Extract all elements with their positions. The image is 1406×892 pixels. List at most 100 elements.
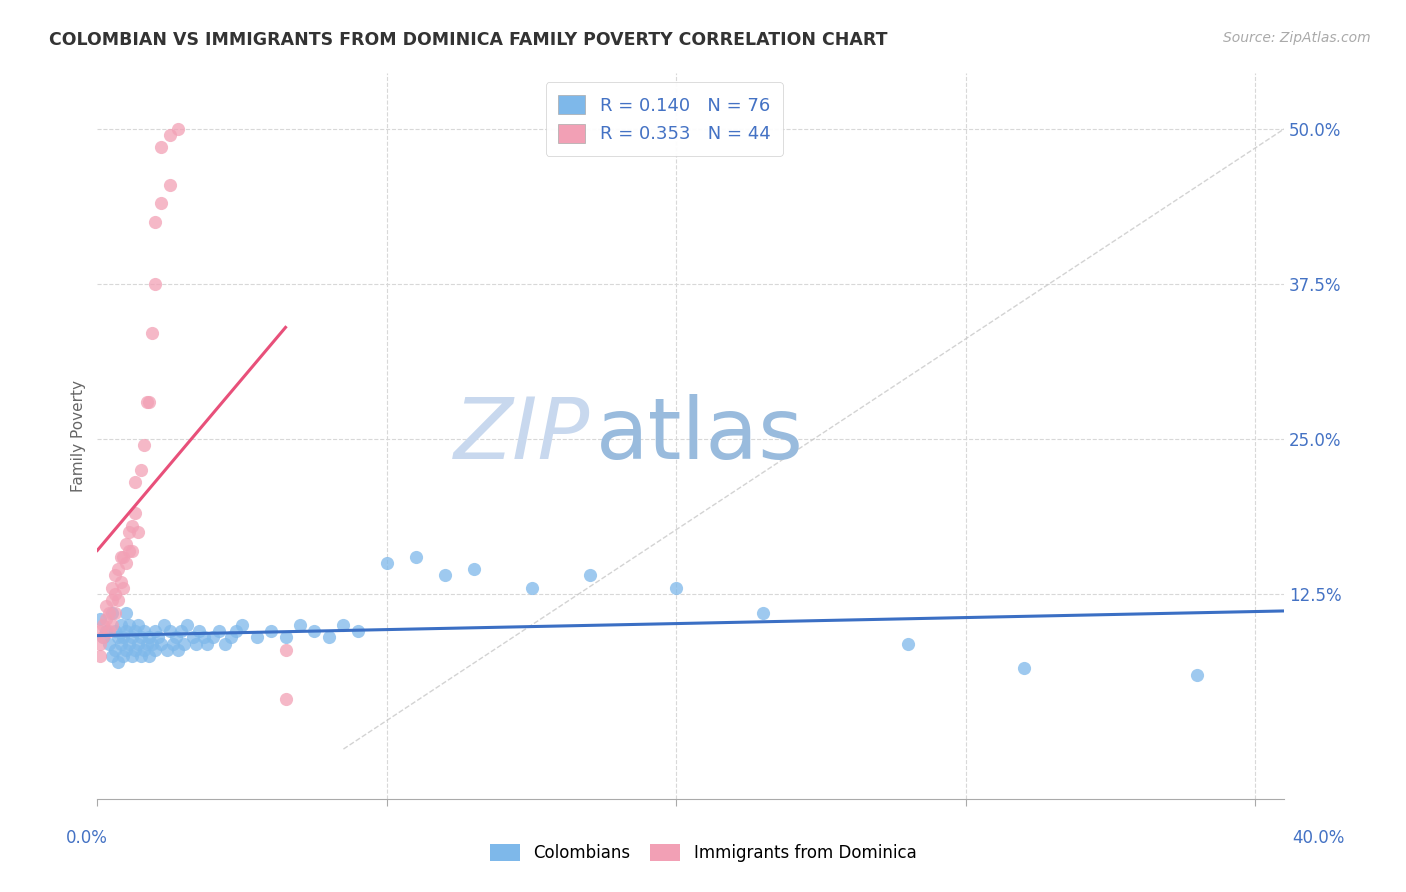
Text: COLOMBIAN VS IMMIGRANTS FROM DOMINICA FAMILY POVERTY CORRELATION CHART: COLOMBIAN VS IMMIGRANTS FROM DOMINICA FA… [49, 31, 887, 49]
Point [115, 643, 138, 657]
Point [89, 624, 111, 639]
Point [121, 631, 143, 645]
Point [318, 631, 340, 645]
Point [97, 637, 120, 651]
Point [101, 593, 124, 607]
Text: Source: ZipAtlas.com: Source: ZipAtlas.com [1223, 31, 1371, 45]
Point [176, 618, 198, 632]
Point [260, 624, 283, 639]
Point [463, 562, 485, 576]
Point [208, 624, 231, 639]
Point [181, 631, 204, 645]
Point [162, 637, 184, 651]
Point [107, 655, 129, 669]
Point [91, 618, 114, 632]
Point [150, 140, 173, 154]
Point [347, 624, 370, 639]
Text: 0.0%: 0.0% [66, 829, 108, 847]
Point [245, 631, 267, 645]
Point [104, 643, 127, 657]
Point [138, 648, 160, 663]
Point [143, 643, 166, 657]
Point [167, 643, 190, 657]
Point [124, 643, 146, 657]
Legend: Colombians, Immigrants from Dominica: Colombians, Immigrants from Dominica [481, 836, 925, 871]
Point [135, 637, 157, 651]
Point [89, 637, 111, 651]
Point [274, 643, 297, 657]
Point [118, 524, 141, 539]
Point [127, 618, 149, 632]
Point [104, 568, 127, 582]
Point [101, 581, 124, 595]
Point [132, 438, 155, 452]
Point [332, 618, 354, 632]
Point [91, 631, 114, 645]
Point [104, 624, 127, 639]
Y-axis label: Family Poverty: Family Poverty [72, 380, 86, 491]
Point [1012, 661, 1035, 675]
Point [187, 624, 209, 639]
Point [118, 543, 141, 558]
Point [173, 637, 195, 651]
Point [110, 618, 132, 632]
Text: atlas: atlas [596, 394, 804, 477]
Point [219, 631, 242, 645]
Point [121, 543, 143, 558]
Point [101, 606, 124, 620]
Point [214, 637, 236, 651]
Point [129, 631, 152, 645]
Point [274, 692, 297, 706]
Point [124, 507, 146, 521]
Point [118, 637, 141, 651]
Point [193, 631, 215, 645]
Point [110, 637, 132, 651]
Point [146, 631, 169, 645]
Point [115, 556, 138, 570]
Point [118, 618, 141, 632]
Point [112, 631, 135, 645]
Point [94, 624, 117, 639]
Point [156, 643, 179, 657]
Point [112, 549, 135, 564]
Point [101, 648, 124, 663]
Point [110, 574, 132, 589]
Text: ZIP: ZIP [454, 394, 591, 477]
Point [141, 637, 163, 651]
Point [231, 618, 253, 632]
Point [121, 648, 143, 663]
Point [132, 643, 155, 657]
Point [897, 637, 920, 651]
Point [107, 562, 129, 576]
Point [104, 587, 127, 601]
Point [112, 648, 135, 663]
Point [288, 618, 311, 632]
Point [104, 606, 127, 620]
Point [405, 549, 427, 564]
Point [121, 518, 143, 533]
Point [520, 581, 543, 595]
Point [159, 128, 181, 142]
Point [578, 568, 600, 582]
Point [89, 648, 111, 663]
Point [195, 637, 218, 651]
Point [1187, 667, 1209, 681]
Point [107, 631, 129, 645]
Point [143, 215, 166, 229]
Point [143, 624, 166, 639]
Point [150, 196, 173, 211]
Text: 40.0%: 40.0% [1292, 829, 1346, 847]
Point [129, 648, 152, 663]
Point [115, 624, 138, 639]
Point [274, 631, 297, 645]
Point [115, 606, 138, 620]
Point [94, 599, 117, 614]
Point [89, 612, 111, 626]
Point [184, 637, 207, 651]
Point [112, 581, 135, 595]
Point [202, 631, 225, 645]
Point [167, 121, 190, 136]
Point [375, 556, 398, 570]
Point [129, 463, 152, 477]
Legend: R = 0.140   N = 76, R = 0.353   N = 44: R = 0.140 N = 76, R = 0.353 N = 44 [546, 82, 783, 156]
